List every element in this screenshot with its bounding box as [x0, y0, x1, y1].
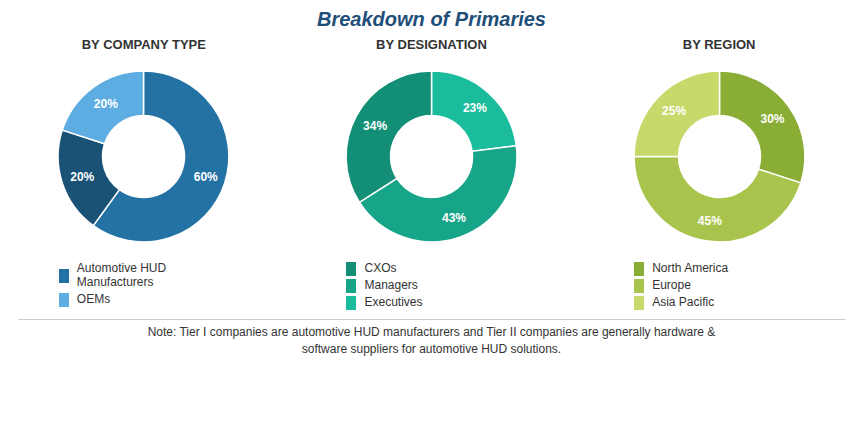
- html-text:Note: Tier I companies are aut: Note: Tier I companies are automotive HU…: [147, 325, 716, 339]
- html-text:Europe: Europe: [652, 278, 691, 293]
- html-text:North America: North America: [652, 261, 729, 276]
- html-text:Managers: Managers: [364, 278, 418, 293]
- svg-text:34%: 34%: [363, 119, 387, 133]
- html-text:Executives: Executives: [364, 295, 423, 310]
- svg-text:23%: 23%: [463, 101, 487, 115]
- svg-text:45%: 45%: [697, 214, 721, 228]
- svg-text:25%: 25%: [662, 104, 686, 118]
- svg-text:30%: 30%: [760, 112, 784, 126]
- html-text:CXOs: CXOs: [364, 261, 397, 276]
- html-text:OEMs: OEMs: [76, 291, 111, 306]
- svg-text:20%: 20%: [94, 97, 118, 111]
- svg-text:20%: 20%: [71, 170, 95, 184]
- html-text:Asia Pacific: Asia Pacific: [652, 295, 715, 310]
- html-text:Breakdown of Primaries: Breakdown of Primaries: [317, 8, 546, 30]
- html-text:Automotive HUD Manufacturers: Automotive HUD Manufacturers: [76, 261, 167, 289]
- svg-text:43%: 43%: [442, 211, 466, 225]
- svg-text:60%: 60%: [194, 170, 218, 184]
- html-text:software suppliers for automot: software suppliers for automotive HUD so…: [301, 342, 562, 357]
- html-text:BY DESIGNATION: BY DESIGNATION: [376, 37, 487, 52]
- html-text:BY COMPANY TYPE: BY COMPANY TYPE: [81, 37, 206, 52]
- html-text:BY REGION: BY REGION: [682, 37, 756, 52]
